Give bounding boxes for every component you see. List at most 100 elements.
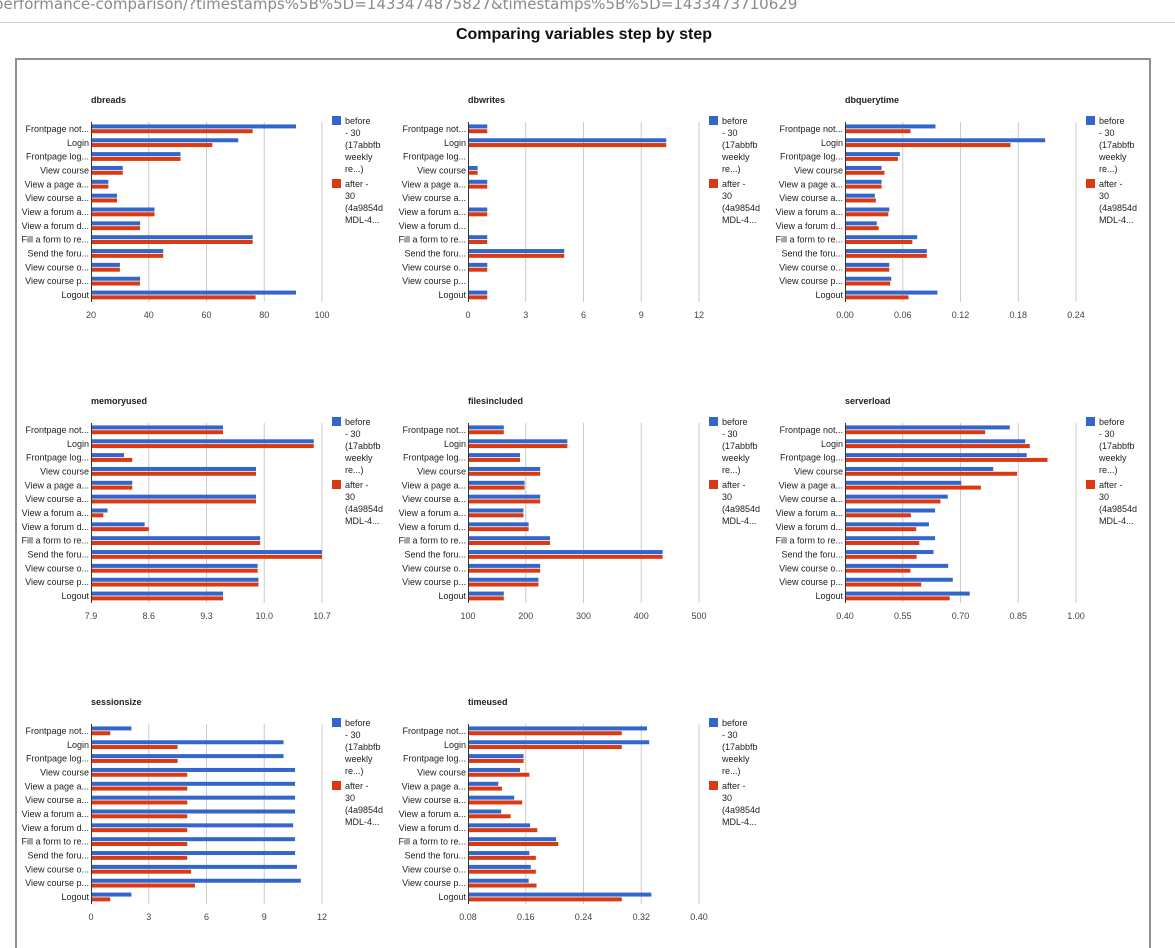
- bar-before: [91, 152, 181, 157]
- x-tick-label: 1.00: [1067, 611, 1085, 621]
- legend-label: before - 30 (17abbfb weekly re...): [721, 116, 758, 174]
- x-tick-label: 0.00: [836, 310, 854, 320]
- category-label: Send the foru...: [27, 249, 89, 259]
- category-label: View course a...: [402, 494, 466, 504]
- bar-after: [845, 295, 909, 300]
- x-tick-label: 8.6: [142, 611, 155, 621]
- legend-label-line: MDL-4...: [1099, 516, 1134, 526]
- bar-before: [468, 550, 663, 555]
- bar-after: [91, 513, 104, 518]
- category-label: View a forum a...: [399, 508, 466, 518]
- category-label: Frontpage not...: [402, 425, 466, 435]
- bar-after: [468, 554, 663, 559]
- category-label: Logout: [815, 290, 843, 300]
- x-tick-label: 10.7: [313, 611, 331, 621]
- x-tick-label: 10.0: [255, 611, 273, 621]
- bar-after: [91, 731, 111, 736]
- bar-after: [468, 855, 536, 860]
- legend-label-line: (4a9854d: [345, 805, 383, 815]
- legend-entry: after - 30 (4a9854d MDL-4...: [1086, 480, 1137, 526]
- category-label: View a forum d...: [776, 221, 843, 231]
- legend-label: before - 30 (17abbfb weekly re...): [1098, 116, 1135, 174]
- bar-after: [845, 430, 986, 435]
- category-label: Send the foru...: [27, 851, 89, 861]
- x-tick-label: 400: [634, 611, 649, 621]
- legend-label-line: 30: [1099, 191, 1109, 201]
- bar-before: [91, 453, 124, 458]
- category-label: Fill a form to re...: [398, 536, 466, 546]
- category-label: View a forum d...: [22, 823, 89, 833]
- bar-after: [845, 568, 911, 573]
- bar-after: [845, 471, 1018, 476]
- x-tick-label: 0.16: [517, 912, 535, 922]
- bar-before: [91, 508, 108, 513]
- legend-label-line: after -: [722, 179, 746, 189]
- bar-before: [91, 809, 296, 814]
- bar-before: [91, 837, 296, 842]
- x-tick-label: 9: [639, 310, 644, 320]
- legend-label-line: (4a9854d: [345, 504, 383, 514]
- browser-url-bar[interactable]: performance-comparison/?timestamps%5B%5D…: [0, 0, 1175, 23]
- category-label: View course p...: [25, 276, 89, 286]
- category-label: View a forum a...: [776, 207, 843, 217]
- category-label: Frontpage log...: [403, 453, 466, 463]
- legend-label-line: re...): [1099, 164, 1118, 174]
- bar-before: [845, 550, 934, 555]
- x-tick-label: 0.24: [575, 912, 593, 922]
- x-tick-label: 40: [144, 310, 154, 320]
- x-tick-label: 0.55: [894, 611, 912, 621]
- legend-label-line: weekly: [721, 453, 750, 463]
- bar-before: [91, 262, 120, 267]
- x-tick-label: 300: [576, 611, 591, 621]
- legend-label-line: re...): [722, 164, 741, 174]
- bar-after: [468, 170, 478, 175]
- category-label: View course: [417, 767, 466, 777]
- category-label: View course p...: [25, 577, 89, 587]
- bar-after: [468, 758, 524, 763]
- chart-serverload: serverload 0.40 0.55 0.70 0.85 1.00 Frontpage …: [775, 396, 1137, 621]
- bar-after: [91, 129, 253, 134]
- category-label: Send the foru...: [404, 550, 466, 560]
- category-label: View a forum d...: [399, 522, 466, 532]
- legend-label-line: re...): [1099, 465, 1118, 475]
- chart-title: memoryused: [91, 396, 147, 406]
- category-label: Login: [67, 138, 89, 148]
- bar-after: [91, 786, 188, 791]
- bar-before: [91, 480, 133, 485]
- bar-before: [845, 480, 962, 485]
- legend-label: after - 30 (4a9854d MDL-4...: [1099, 179, 1137, 225]
- bar-after: [468, 253, 565, 258]
- category-label: View course o...: [402, 563, 466, 573]
- bar-before: [91, 795, 296, 800]
- x-tick-label: 0.06: [894, 310, 912, 320]
- bar-before: [845, 179, 882, 184]
- category-label: Frontpage log...: [26, 754, 89, 764]
- x-tick-label: 0.85: [1009, 611, 1027, 621]
- legend-label-line: weekly: [344, 453, 373, 463]
- bar-after: [468, 444, 568, 449]
- category-label: View course a...: [779, 494, 843, 504]
- category-label: View a forum d...: [22, 221, 89, 231]
- bar-before: [468, 207, 488, 212]
- category-label: View course a...: [25, 494, 89, 504]
- legend-label-line: (4a9854d: [722, 504, 760, 514]
- category-label: View course a...: [402, 795, 466, 805]
- legend-label-line: before: [722, 116, 748, 126]
- category-label: Frontpage not...: [402, 726, 466, 736]
- legend-label-line: (4a9854d: [1099, 504, 1137, 514]
- category-label: View course o...: [779, 262, 843, 272]
- bar-after: [845, 143, 1011, 148]
- category-label: View course o...: [25, 563, 89, 573]
- bar-after: [845, 170, 885, 175]
- legend-swatch: [332, 781, 341, 790]
- bar-after: [845, 513, 911, 518]
- bar-after: [468, 129, 488, 134]
- bar-before: [91, 550, 322, 555]
- legend-label-line: - 30: [722, 128, 738, 138]
- category-label: Fill a form to re...: [775, 536, 843, 546]
- chart-title: sessionsize: [91, 697, 142, 707]
- legend-label-line: (17abbfb: [722, 742, 758, 752]
- bar-after: [91, 540, 261, 545]
- bar-after: [91, 554, 322, 559]
- legend-label-line: - 30: [722, 429, 738, 439]
